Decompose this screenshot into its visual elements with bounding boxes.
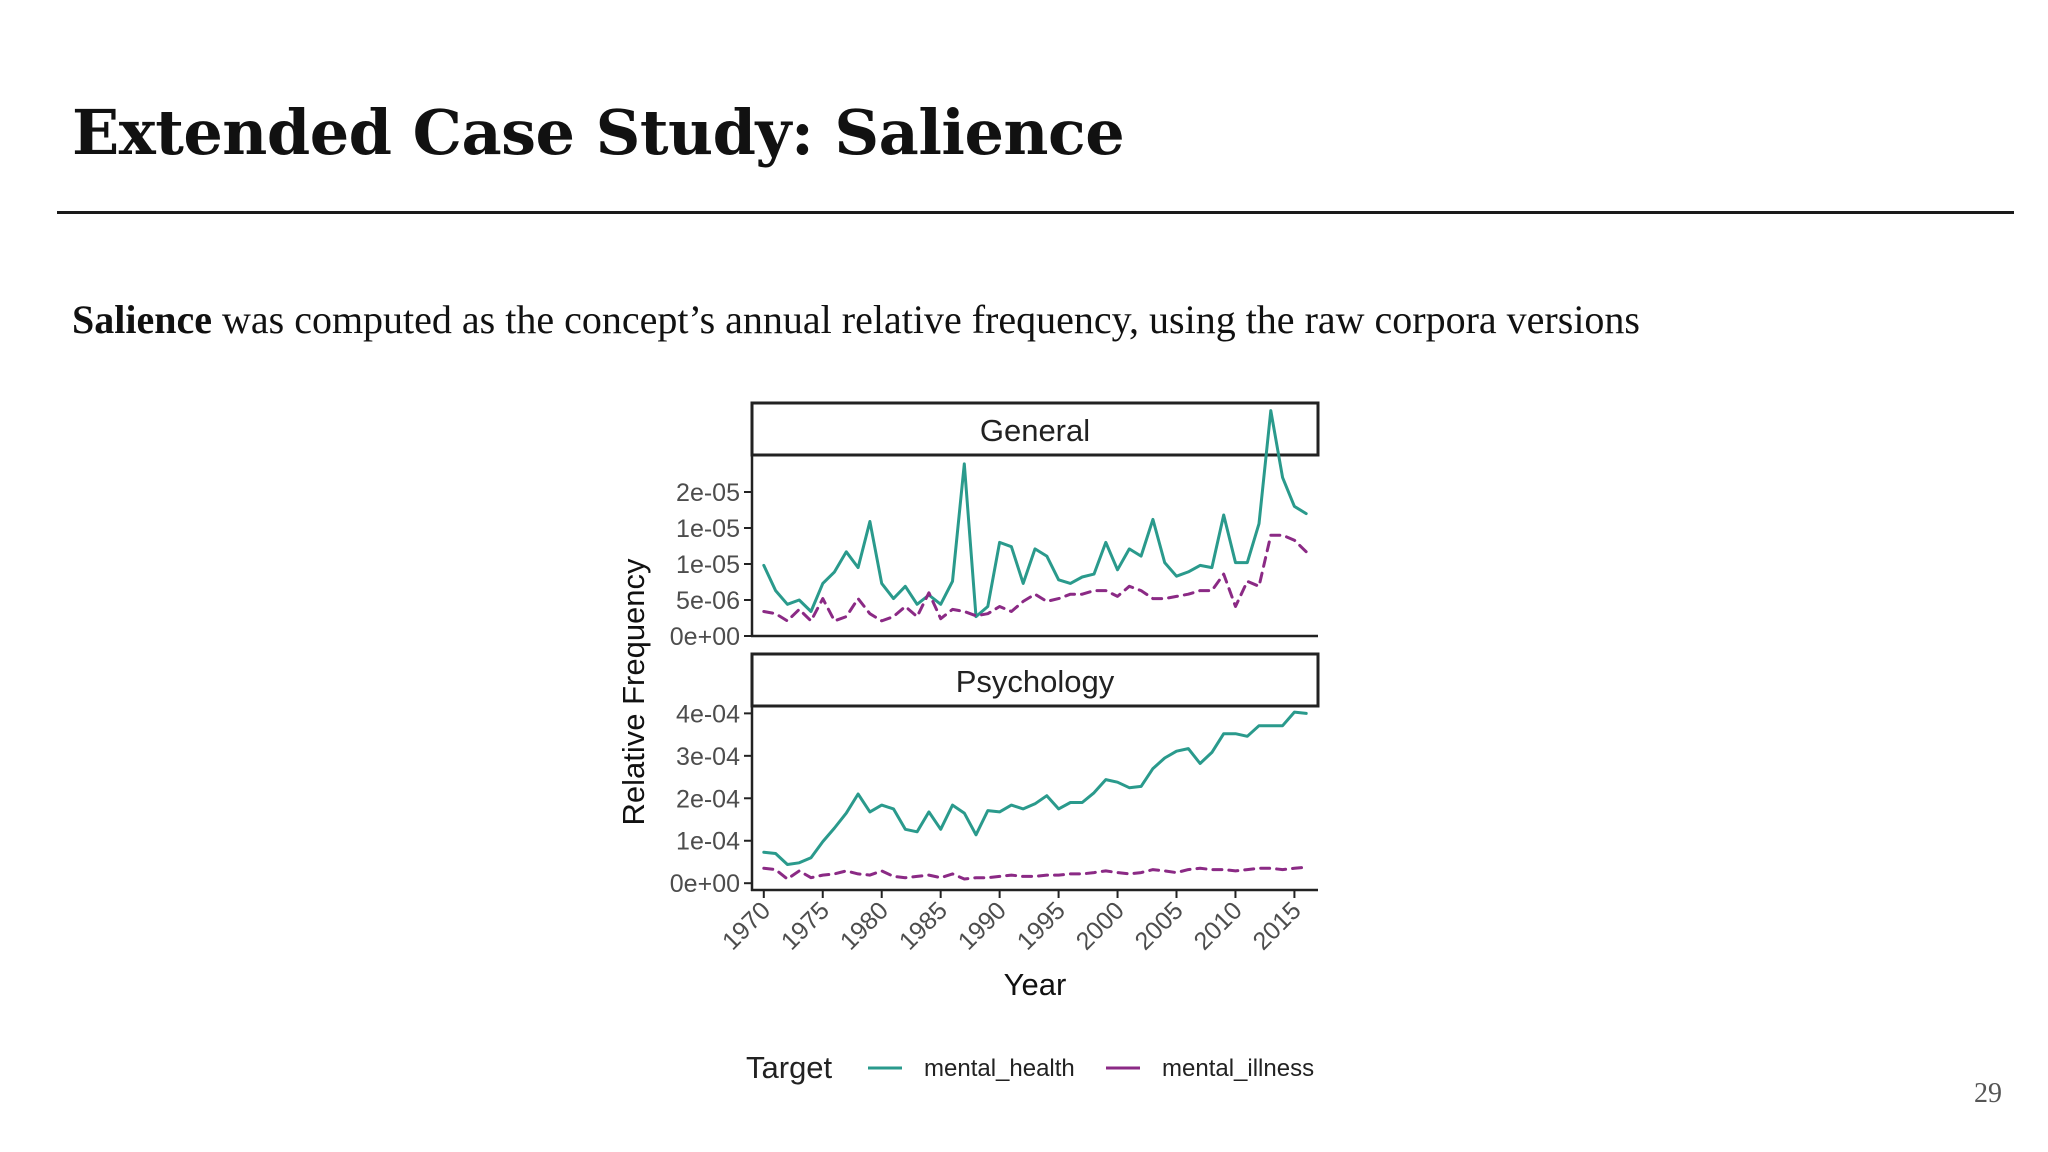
x-axis-title: Year (1004, 967, 1067, 1002)
body-bold-term: Salience (72, 297, 212, 342)
y-tick-label: 2e-04 (676, 785, 740, 813)
x-tick-label: 1985 (894, 896, 953, 955)
legend-label-mental-health: mental_health (924, 1055, 1075, 1082)
series-line-mental-illness (762, 533, 1308, 623)
facet-title-psychology: Psychology (956, 664, 1115, 699)
x-tick-label: 2000 (1071, 896, 1130, 955)
y-tick-label: 2e-05 (676, 479, 740, 507)
legend: Target mental_health mental_illness (746, 1050, 1314, 1085)
x-tick-label: 2010 (1189, 896, 1248, 955)
facet-strip-psychology (750, 652, 1320, 708)
facet-title-general: General (980, 413, 1090, 448)
legend-label-mental-illness: mental_illness (1162, 1055, 1314, 1082)
x-tick-label: 1975 (776, 896, 835, 955)
body-text: was computed as the concept’s annual rel… (211, 297, 1640, 342)
series-line-mental-health (762, 409, 1308, 619)
y-tick-label: 4e-04 (676, 700, 740, 728)
y-tick-label: 1e-04 (676, 828, 740, 856)
series-line-mental-illness (762, 865, 1308, 881)
y-tick-label: 3e-04 (676, 743, 740, 771)
y-tick-label: 0e+00 (670, 623, 740, 651)
x-tick-label: 1970 (717, 896, 776, 955)
panel-general: 0e+00 5e-06 1e-05 1e-05 2e-05 (670, 409, 1318, 651)
y-tick-label: 5e-06 (676, 587, 740, 615)
slide-title: Extended Case Study: Salience (72, 96, 1125, 169)
legend-title: Target (746, 1050, 833, 1085)
y-tick-label: 1e-05 (676, 551, 740, 579)
x-tick-label: 2005 (1130, 896, 1189, 955)
x-tick-label: 2015 (1248, 896, 1307, 955)
x-tick-label: 1990 (953, 896, 1012, 955)
y-tick-label: 1e-05 (676, 515, 740, 543)
body-paragraph: Salience was computed as the concept’s a… (72, 296, 1640, 343)
series-line-mental-health (762, 710, 1308, 866)
y-axis-title: Relative Frequency (616, 558, 651, 826)
x-tick-label: 1980 (835, 896, 894, 955)
facet-strip-general (750, 401, 1320, 457)
panel-psychology: 0e+00 1e-04 2e-04 3e-04 4e-04 1970 1975 1980 198… (670, 700, 1318, 956)
title-divider (57, 211, 2014, 214)
page-number: 29 (1974, 1078, 2002, 1109)
y-tick-label: 0e+00 (670, 870, 740, 898)
x-tick-label: 1995 (1012, 896, 1071, 955)
